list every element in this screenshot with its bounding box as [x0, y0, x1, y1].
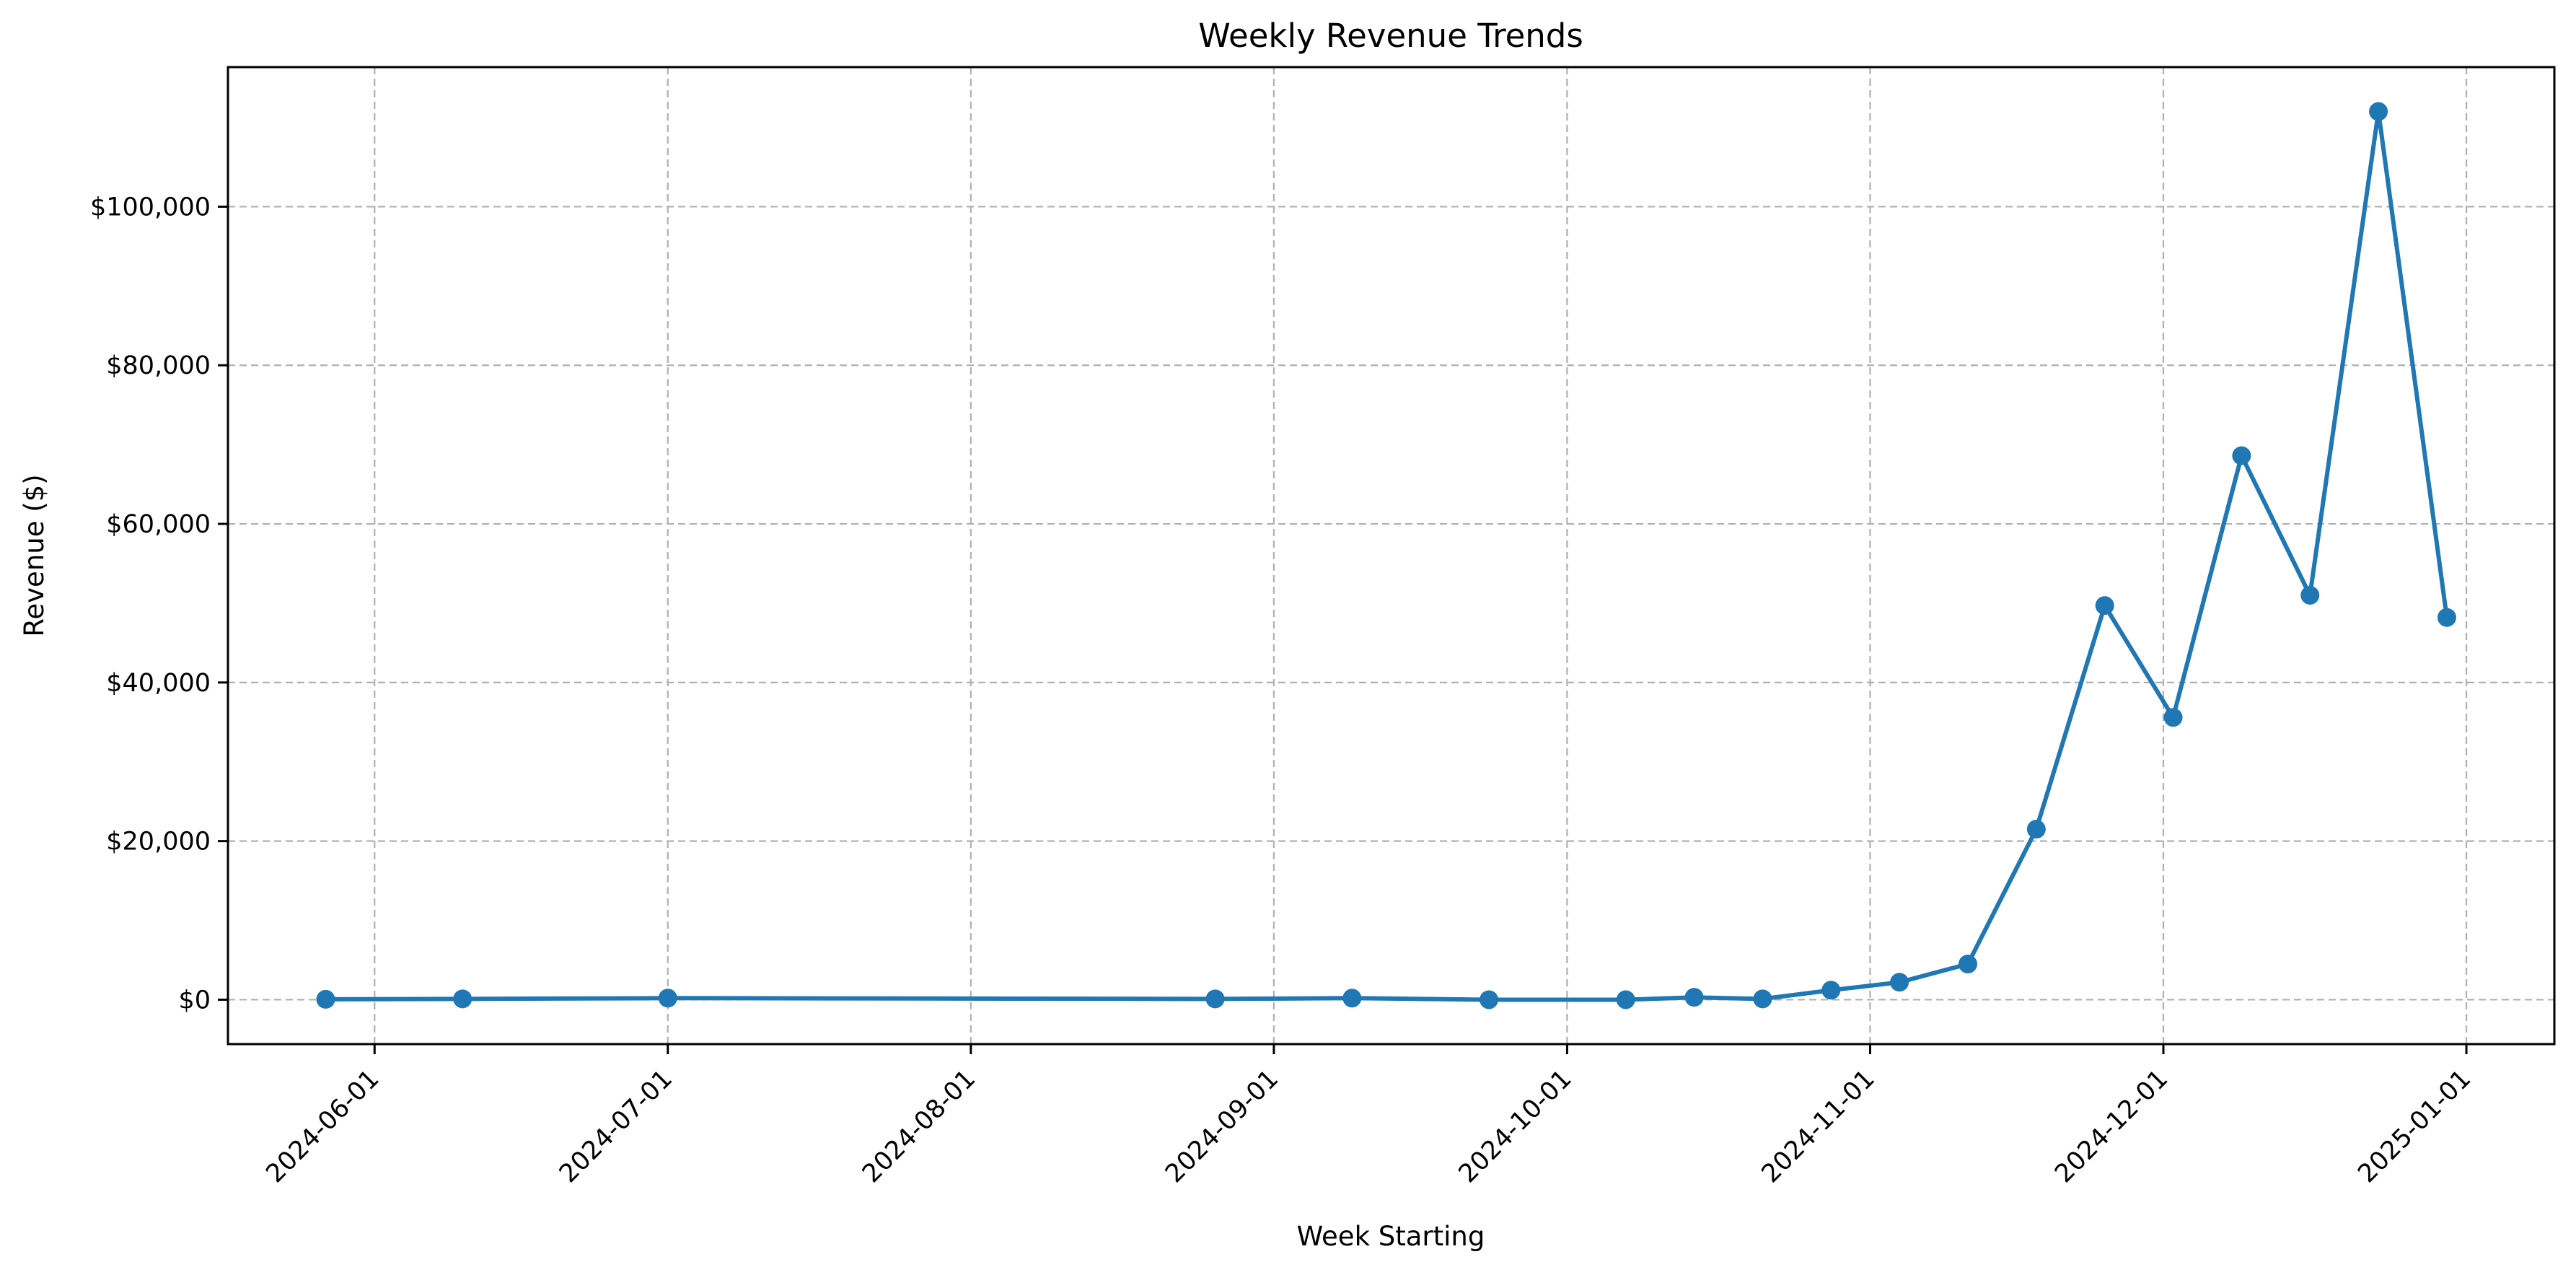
- data-point: [2026, 820, 2046, 839]
- data-point: [1342, 989, 1362, 1008]
- data-point: [1684, 988, 1704, 1007]
- data-point: [2300, 585, 2320, 605]
- data-point: [2232, 446, 2251, 465]
- y-axis-ticks: $0 $20,000 $40,000 $60,000 $80,000 $100,000: [90, 193, 228, 1015]
- grid: [228, 67, 2554, 1044]
- data-point: [1205, 989, 1225, 1009]
- y-tick-label: $20,000: [106, 828, 211, 856]
- plot-frame: [227, 66, 2556, 1046]
- y-tick-label: $40,000: [106, 669, 211, 698]
- data-point: [658, 989, 677, 1008]
- data-point: [2369, 102, 2388, 121]
- data-point: [2095, 596, 2114, 615]
- y-tick-label: $60,000: [106, 510, 211, 539]
- data-points: [316, 102, 2456, 1009]
- y-tick-label: $100,000: [90, 193, 211, 222]
- data-point: [316, 989, 335, 1009]
- y-axis-label: Revenue ($): [19, 474, 50, 636]
- y-tick-label: $0: [178, 986, 211, 1015]
- data-point: [2163, 708, 2183, 727]
- data-point: [1753, 989, 1772, 1009]
- data-point: [1821, 981, 1841, 1000]
- chart-title: Weekly Revenue Trends: [1198, 17, 1583, 55]
- data-point: [1616, 990, 1635, 1009]
- y-tick-label: $80,000: [106, 351, 211, 380]
- data-point: [1958, 954, 1977, 973]
- data-point: [1480, 990, 1499, 1009]
- data-point: [2437, 608, 2456, 627]
- x-axis-label: Week Starting: [1297, 1221, 1485, 1252]
- data-point: [453, 989, 472, 1009]
- data-point: [1890, 973, 1909, 992]
